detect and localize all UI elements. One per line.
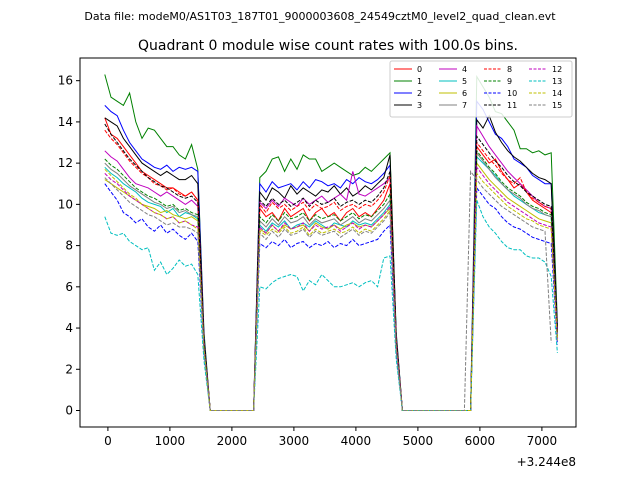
legend-label-10: 10: [507, 89, 517, 98]
plot-lines: [104, 74, 558, 411]
series-line-15: [104, 169, 552, 411]
legend-label-12: 12: [552, 65, 562, 74]
series-line-6: [104, 161, 558, 411]
y-tick-label: 4: [65, 321, 73, 335]
y-axis: 0 2 4 6 8 10 12 14 16: [58, 74, 80, 418]
x-tick-label: 6000: [465, 434, 496, 448]
series-line-8: [104, 129, 558, 411]
legend-label-3: 3: [417, 101, 422, 110]
legend-label-1: 1: [417, 77, 422, 86]
legend-label-15: 15: [552, 101, 562, 110]
x-tick-label: 3000: [279, 434, 310, 448]
legend-label-13: 13: [552, 77, 562, 86]
legend-label-5: 5: [462, 77, 467, 86]
chart-title: Quadrant 0 module wise count rates with …: [138, 38, 518, 54]
x-axis: 0 1000 2000 3000 4000 5000 6000 7000: [104, 427, 557, 448]
series-line-10: [104, 183, 558, 411]
legend-label-7: 7: [462, 101, 467, 110]
y-tick-label: 10: [58, 197, 73, 211]
x-tick-label: 4000: [341, 434, 372, 448]
y-tick-label: 14: [58, 115, 73, 129]
legend-label-0: 0: [417, 65, 422, 74]
y-tick-label: 2: [65, 362, 73, 376]
y-tick-label: 0: [65, 404, 73, 418]
series-line-0: [104, 117, 558, 411]
series-line-7: [104, 151, 558, 411]
x-tick-label: 2000: [217, 434, 248, 448]
legend-label-11: 11: [507, 101, 517, 110]
series-line-12: [104, 165, 558, 411]
y-tick-label: 16: [58, 74, 73, 88]
plot-frame: [79, 57, 577, 428]
y-tick-label: 8: [65, 239, 73, 253]
x-tick-label: 0: [104, 434, 112, 448]
series-line-13: [104, 200, 558, 411]
series-line-3: [104, 114, 558, 411]
legend-label-2: 2: [417, 89, 422, 98]
legend-label-9: 9: [507, 77, 512, 86]
legend-label-6: 6: [462, 89, 467, 98]
y-tick-label: 12: [58, 156, 73, 170]
x-tick-label: 1000: [155, 434, 186, 448]
y-tick-label: 6: [65, 280, 73, 294]
legend-label-14: 14: [552, 89, 562, 98]
legend-label-4: 4: [462, 65, 467, 74]
series-line-14: [104, 168, 558, 411]
x-offset-label: +3.244e8: [517, 455, 576, 469]
chart-suptitle: Data file: modeM0/AS1T03_187T01_90000036…: [84, 10, 556, 23]
x-tick-label: 7000: [527, 434, 558, 448]
series-line-9: [104, 149, 558, 411]
legend-box: [389, 60, 573, 118]
series-line-11: [104, 123, 558, 411]
x-tick-label: 5000: [403, 434, 434, 448]
legend-label-8: 8: [507, 65, 512, 74]
